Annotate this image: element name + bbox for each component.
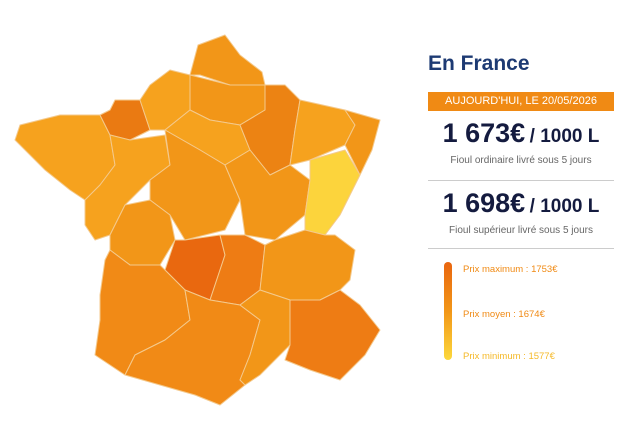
legend-label: Prix moyen : 1674€ — [463, 309, 545, 320]
price: 1 698€ — [442, 188, 526, 218]
legend-label: Prix maximum : 1753€ — [463, 264, 558, 275]
region — [284, 289, 381, 381]
legend-gradient — [444, 262, 452, 360]
region — [304, 149, 361, 236]
price-line: 1 673€ / 1000 L — [428, 118, 614, 149]
region — [259, 229, 356, 301]
legend-label: Prix minimum : 1577€ — [463, 351, 555, 362]
description: Fioul supérieur livré sous 5 jours — [449, 225, 593, 236]
title: En France — [428, 52, 530, 75]
price: 1 673€ — [442, 118, 526, 148]
price-line: 1 698€ / 1000 L — [428, 188, 614, 219]
unit: / 1000 L — [529, 196, 600, 217]
separator — [428, 248, 614, 249]
description: Fioul ordinaire livré sous 5 jours — [450, 155, 592, 166]
separator — [428, 180, 614, 181]
region — [239, 289, 291, 386]
unit: / 1000 L — [529, 126, 600, 147]
date-banner: AUJOURD'HUI, LE 20/05/2026 — [428, 92, 614, 111]
france-map — [14, 34, 381, 406]
